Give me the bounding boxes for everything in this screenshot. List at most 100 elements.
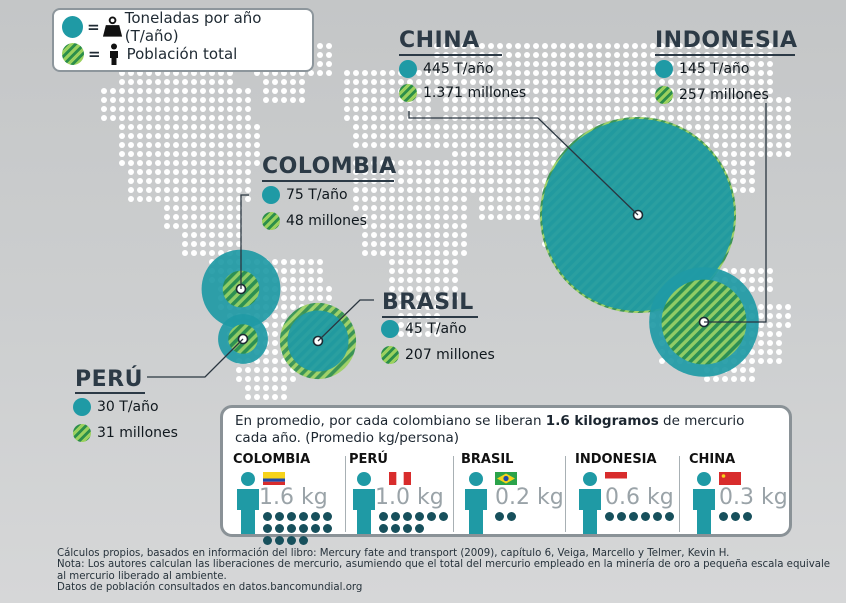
- map-dot: [416, 124, 422, 130]
- map-dot: [398, 331, 404, 337]
- map-dot: [191, 79, 197, 85]
- map-dot: [326, 43, 332, 49]
- kg-dot: [263, 524, 272, 533]
- map-dot: [578, 70, 584, 76]
- map-dot: [344, 79, 350, 85]
- map-dot: [182, 187, 188, 193]
- map-dot: [326, 61, 332, 67]
- map-dot: [281, 79, 287, 85]
- map-dot: [515, 142, 521, 148]
- map-dot: [767, 277, 773, 283]
- map-dot: [245, 142, 251, 148]
- map-dot: [596, 61, 602, 67]
- map-dot: [758, 106, 764, 112]
- map-dot: [749, 268, 755, 274]
- map-dot: [740, 187, 746, 193]
- map-dot: [533, 142, 539, 148]
- map-dot: [650, 43, 656, 49]
- map-dot: [353, 160, 359, 166]
- map-dot: [785, 97, 791, 103]
- map-dot: [452, 106, 458, 112]
- map-dot: [578, 124, 584, 130]
- map-dot: [173, 178, 179, 184]
- map-dot: [623, 61, 629, 67]
- map-dot: [740, 124, 746, 130]
- map-dot: [407, 133, 413, 139]
- map-dot: [101, 106, 107, 112]
- map-dot: [245, 394, 251, 400]
- map-dot: [497, 214, 503, 220]
- map-dot: [398, 160, 404, 166]
- map-dot: [551, 106, 557, 112]
- map-dot: [758, 43, 764, 49]
- map-dot: [704, 133, 710, 139]
- map-dot: [272, 349, 278, 355]
- map-dot: [272, 385, 278, 391]
- map-dot: [200, 133, 206, 139]
- map-dot: [191, 196, 197, 202]
- map-dot: [497, 97, 503, 103]
- map-dot: [389, 88, 395, 94]
- map-dot: [218, 133, 224, 139]
- map-dot: [236, 187, 242, 193]
- map-dot: [137, 106, 143, 112]
- map-dot: [488, 196, 494, 202]
- map-dot: [452, 295, 458, 301]
- brasil-population-label: 207 millones: [405, 347, 495, 363]
- map-dot: [551, 70, 557, 76]
- person-icon: [237, 472, 259, 534]
- map-dot: [416, 106, 422, 112]
- map-dot: [182, 205, 188, 211]
- map-dot: [344, 106, 350, 112]
- map-dot: [785, 142, 791, 148]
- map-dot: [227, 241, 233, 247]
- map-dot: [542, 70, 548, 76]
- map-dot: [776, 124, 782, 130]
- average-highlight: 1.6 kilogramos: [545, 413, 659, 429]
- map-dot: [425, 205, 431, 211]
- map-dot: [749, 124, 755, 130]
- map-dot: [119, 115, 125, 121]
- map-dot: [497, 142, 503, 148]
- map-dot: [164, 160, 170, 166]
- map-dot: [380, 205, 386, 211]
- map-dot: [164, 223, 170, 229]
- map-dot: [191, 106, 197, 112]
- person-icon: [579, 472, 601, 534]
- map-dot: [182, 79, 188, 85]
- map-dot: [119, 142, 125, 148]
- map-dot: [659, 79, 665, 85]
- map-dot: [416, 196, 422, 202]
- map-dot: [191, 169, 197, 175]
- map-dot: [182, 196, 188, 202]
- map-dot: [110, 97, 116, 103]
- map-dot: [164, 151, 170, 157]
- map-dot: [443, 97, 449, 103]
- kg-dot: [719, 512, 728, 521]
- map-dot: [380, 214, 386, 220]
- map-dot: [443, 268, 449, 274]
- map-dot: [488, 106, 494, 112]
- map-dot: [587, 79, 593, 85]
- map-dot: [416, 205, 422, 211]
- map-dot: [128, 115, 134, 121]
- map-dot: [623, 88, 629, 94]
- map-dot: [434, 178, 440, 184]
- map-dot: [416, 331, 422, 337]
- map-dot: [560, 79, 566, 85]
- map-dot: [443, 124, 449, 130]
- map-dot: [623, 43, 629, 49]
- map-dot: [254, 151, 260, 157]
- map-dot: [281, 259, 287, 265]
- map-dot: [209, 133, 215, 139]
- map-dot: [380, 142, 386, 148]
- map-dot: [443, 205, 449, 211]
- map-dot: [515, 52, 521, 58]
- kg-dot: [403, 512, 412, 521]
- map-dot: [353, 106, 359, 112]
- map-dot: [479, 196, 485, 202]
- map-dot: [749, 376, 755, 382]
- map-dot: [542, 142, 548, 148]
- map-dot: [731, 124, 737, 130]
